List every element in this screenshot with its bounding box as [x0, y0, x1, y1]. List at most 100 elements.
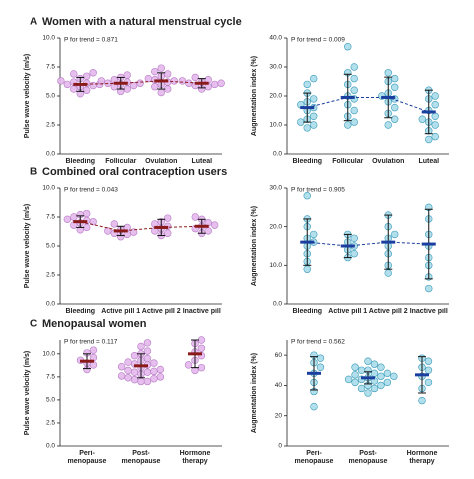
- data-point: [391, 103, 399, 112]
- data-point: [157, 88, 165, 97]
- annotation: P for trend = 0.117: [64, 339, 118, 346]
- x-tick-label-box: Post-menopause: [121, 450, 161, 465]
- data-point: [350, 118, 358, 126]
- data-point: [143, 347, 152, 355]
- section-title: Women with a natural menstrual cycle: [42, 16, 242, 28]
- data-point: [110, 220, 118, 228]
- x-tick-label-box: Follicular: [105, 158, 137, 165]
- data-point: [377, 372, 385, 381]
- data-point: [351, 363, 359, 371]
- x-tick-label-box: Peri-menopause: [67, 450, 107, 465]
- data-point: [391, 83, 399, 92]
- y-tick-label: 7.5: [46, 374, 55, 381]
- x-tick-label-box: Bleeding: [292, 158, 323, 165]
- x-tick-label: Hormone therapy: [406, 450, 438, 465]
- data-point: [197, 363, 206, 372]
- y-tick-label: 2.5: [46, 272, 55, 279]
- data-point: [384, 121, 392, 129]
- data-point: [151, 83, 159, 91]
- data-point: [377, 363, 385, 371]
- data-point: [351, 378, 359, 387]
- data-point: [303, 124, 311, 132]
- y-tick-label: 0.0: [273, 151, 282, 158]
- y-tick-label: 20.0: [269, 93, 282, 100]
- x-tick-label-box: Hormone therapy: [179, 450, 211, 465]
- x-tick-label: Follicular: [105, 158, 137, 165]
- data-point: [383, 378, 392, 387]
- x-tick-label: Hormone therapy: [179, 450, 211, 465]
- y-axis-label: Augmentation index (%): [251, 206, 258, 286]
- x-tick-label: Active pill 2: [368, 308, 408, 315]
- data-point: [164, 214, 172, 222]
- section-letter: B: [30, 167, 37, 178]
- x-tick-label: Ovulation: [145, 158, 178, 165]
- y-tick-label: 0.0: [46, 151, 55, 158]
- data-point: [370, 369, 379, 378]
- data-point: [357, 366, 366, 374]
- data-point: [303, 80, 311, 89]
- data-point: [130, 351, 139, 360]
- data-point: [431, 100, 439, 109]
- data-point: [357, 384, 366, 393]
- data-point: [350, 86, 358, 94]
- data-point: [117, 363, 126, 371]
- data-point: [424, 357, 433, 365]
- data-point: [170, 77, 178, 85]
- y-tick-label: 5.0: [46, 243, 55, 250]
- data-point: [310, 402, 318, 411]
- annotation: P for trend = 0.009: [291, 37, 345, 44]
- data-point: [351, 371, 359, 379]
- data-point: [124, 358, 132, 366]
- x-tick-label: Bleeding: [65, 158, 96, 165]
- data-point: [316, 363, 325, 371]
- x-tick-label-box: Active pill 1: [101, 308, 140, 315]
- data-point: [129, 81, 138, 90]
- annotation: P for trend = 0.043: [64, 187, 118, 194]
- data-point: [143, 377, 152, 386]
- data-point: [350, 74, 358, 83]
- data-point: [303, 192, 311, 200]
- data-point: [425, 135, 433, 144]
- data-point: [344, 375, 353, 384]
- data-point: [143, 354, 152, 363]
- data-point: [57, 77, 65, 85]
- data-point: [310, 74, 318, 83]
- data-point: [63, 80, 72, 89]
- data-point: [431, 121, 439, 129]
- x-tick-label: Follicular: [332, 158, 364, 165]
- x-tick-label: Post-menopause: [121, 450, 161, 465]
- data-point: [164, 85, 172, 93]
- data-point: [191, 73, 199, 82]
- y-tick-label: 10.0: [42, 35, 55, 42]
- data-point: [130, 375, 139, 384]
- data-point: [156, 373, 165, 381]
- data-point: [210, 80, 219, 89]
- data-point: [391, 74, 399, 83]
- data-point: [184, 361, 193, 369]
- y-tick-label: 10.0: [269, 122, 282, 129]
- data-point: [70, 213, 78, 221]
- x-tick-label-box: Bleeding: [292, 308, 322, 315]
- mean-line: [307, 241, 429, 247]
- data-point: [137, 377, 145, 386]
- x-tick-label: Peri-menopause: [67, 450, 107, 465]
- data-point: [350, 234, 358, 242]
- data-point: [150, 359, 158, 367]
- x-tick-label: Active pill 2: [141, 308, 181, 315]
- mean-line: [80, 80, 202, 85]
- x-tick-label: Bleeding: [292, 158, 323, 165]
- x-tick-label-box: Ovulation: [372, 158, 404, 165]
- data-point: [83, 86, 91, 94]
- y-axis-label: Pulse wave velocity (m/s): [24, 351, 31, 435]
- data-point: [144, 74, 153, 83]
- data-point: [150, 367, 158, 376]
- x-tick-label: Luteal: [191, 158, 213, 165]
- section-title: Combined oral contraception users: [42, 166, 227, 178]
- data-point: [178, 77, 187, 85]
- data-point: [431, 132, 439, 141]
- data-point: [316, 354, 325, 362]
- data-point: [424, 378, 433, 387]
- data-point: [70, 70, 78, 78]
- data-point: [431, 112, 439, 121]
- data-point: [344, 42, 352, 51]
